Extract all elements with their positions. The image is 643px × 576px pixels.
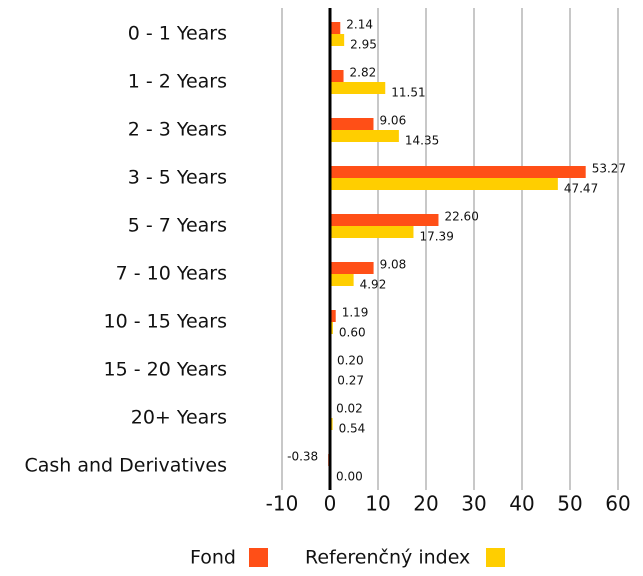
- bar: [330, 34, 345, 46]
- bar: [330, 130, 399, 142]
- value-label: 1.19: [342, 306, 369, 320]
- bar: [330, 22, 341, 34]
- legend-swatch: [486, 548, 505, 567]
- bar: [330, 70, 344, 82]
- value-label: 9.06: [379, 114, 406, 128]
- category-label: 15 - 20 Years: [104, 359, 227, 381]
- x-tick-label: 60: [605, 492, 630, 516]
- value-label: 4.92: [360, 278, 387, 292]
- value-label: 2.95: [350, 38, 377, 52]
- category-label: 0 - 1 Years: [128, 23, 227, 45]
- bar: [330, 118, 374, 130]
- value-label: 0.02: [336, 402, 363, 416]
- category-label: 20+ Years: [131, 407, 227, 429]
- value-label: 2.14: [346, 18, 373, 32]
- value-label: 0.00: [336, 470, 363, 484]
- x-tick-label: 30: [461, 492, 486, 516]
- x-tick-label: 50: [557, 492, 582, 516]
- bar: [330, 166, 586, 178]
- legend-swatch: [249, 548, 268, 567]
- category-label: 1 - 2 Years: [128, 71, 227, 93]
- bar: [330, 214, 439, 226]
- value-label: 0.60: [339, 326, 366, 340]
- value-label: 0.27: [337, 374, 364, 388]
- category-label: 2 - 3 Years: [128, 119, 227, 141]
- category-label: 10 - 15 Years: [104, 311, 227, 333]
- x-tick-label: 40: [509, 492, 534, 516]
- value-label: 0.20: [337, 354, 364, 368]
- value-label: 2.82: [350, 66, 377, 80]
- bar: [330, 262, 374, 274]
- legend-label: Referenčný index: [305, 547, 470, 569]
- bar: [330, 82, 386, 94]
- x-tick-label: 20: [413, 492, 438, 516]
- value-label: 14.35: [405, 134, 439, 148]
- bar: [330, 310, 336, 322]
- value-label: 17.39: [419, 230, 453, 244]
- category-label: 3 - 5 Years: [128, 167, 227, 189]
- x-tick-label: 0: [324, 492, 337, 516]
- value-label: 9.08: [380, 258, 407, 272]
- bar: [330, 178, 558, 190]
- value-label: 11.51: [391, 86, 425, 100]
- value-label: 47.47: [564, 182, 598, 196]
- value-label: 53.27: [592, 162, 626, 176]
- x-tick-label: 10: [365, 492, 390, 516]
- category-label: 7 - 10 Years: [116, 263, 227, 285]
- value-label: -0.38: [287, 450, 318, 464]
- value-label: 22.60: [444, 210, 478, 224]
- bar: [330, 226, 414, 238]
- category-label: Cash and Derivatives: [24, 455, 227, 477]
- category-label: 5 - 7 Years: [128, 215, 227, 237]
- x-tick-label: -10: [266, 492, 299, 516]
- bar: [330, 274, 354, 286]
- legend-label: Fond: [190, 547, 236, 569]
- value-label: 0.54: [339, 422, 366, 436]
